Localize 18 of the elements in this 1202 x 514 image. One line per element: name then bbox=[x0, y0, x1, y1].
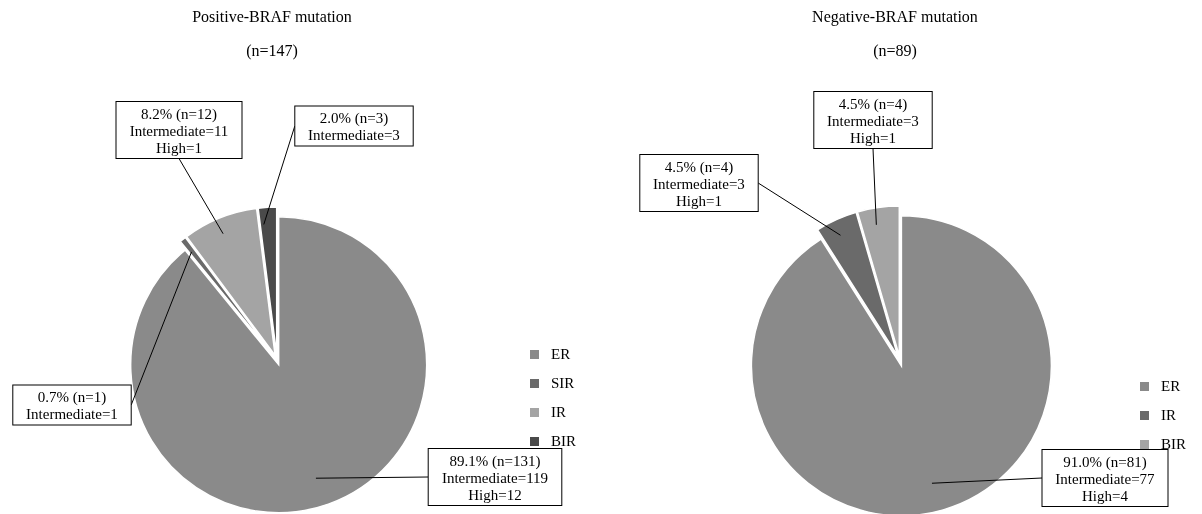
chart-title: Positive-BRAF mutation bbox=[191, 8, 353, 26]
legend-label: SIR bbox=[551, 375, 575, 392]
legend-label: ER bbox=[551, 346, 571, 363]
legend-label: BIR bbox=[1161, 436, 1187, 453]
legend-label: ER bbox=[1161, 378, 1181, 395]
chart-subtitle: (n=89) bbox=[872, 42, 918, 60]
data-label: 89.1% (n=131) Intermediate=119 High=12 bbox=[441, 452, 549, 503]
legend-label: IR bbox=[551, 404, 566, 421]
chart-title: Negative-BRAF mutation bbox=[811, 8, 979, 26]
data-label: 4.5% (n=4) Intermediate=3 High=1 bbox=[653, 158, 745, 209]
data-label: 91.0% (n=81) Intermediate=77 High=4 bbox=[1055, 453, 1156, 504]
data-label: 2.0% (n=3) Intermediate=3 bbox=[308, 110, 400, 143]
legend-label: BIR bbox=[551, 433, 577, 450]
data-label: 8.2% (n=12) Intermediate=11 High=1 bbox=[129, 105, 229, 156]
data-label: 0.7% (n=1) Intermediate=1 bbox=[26, 389, 118, 422]
chart-subtitle: (n=147) bbox=[245, 42, 299, 60]
data-label: 4.5% (n=4) Intermediate=3 High=1 bbox=[827, 95, 919, 146]
legend-label: IR bbox=[1161, 407, 1176, 424]
